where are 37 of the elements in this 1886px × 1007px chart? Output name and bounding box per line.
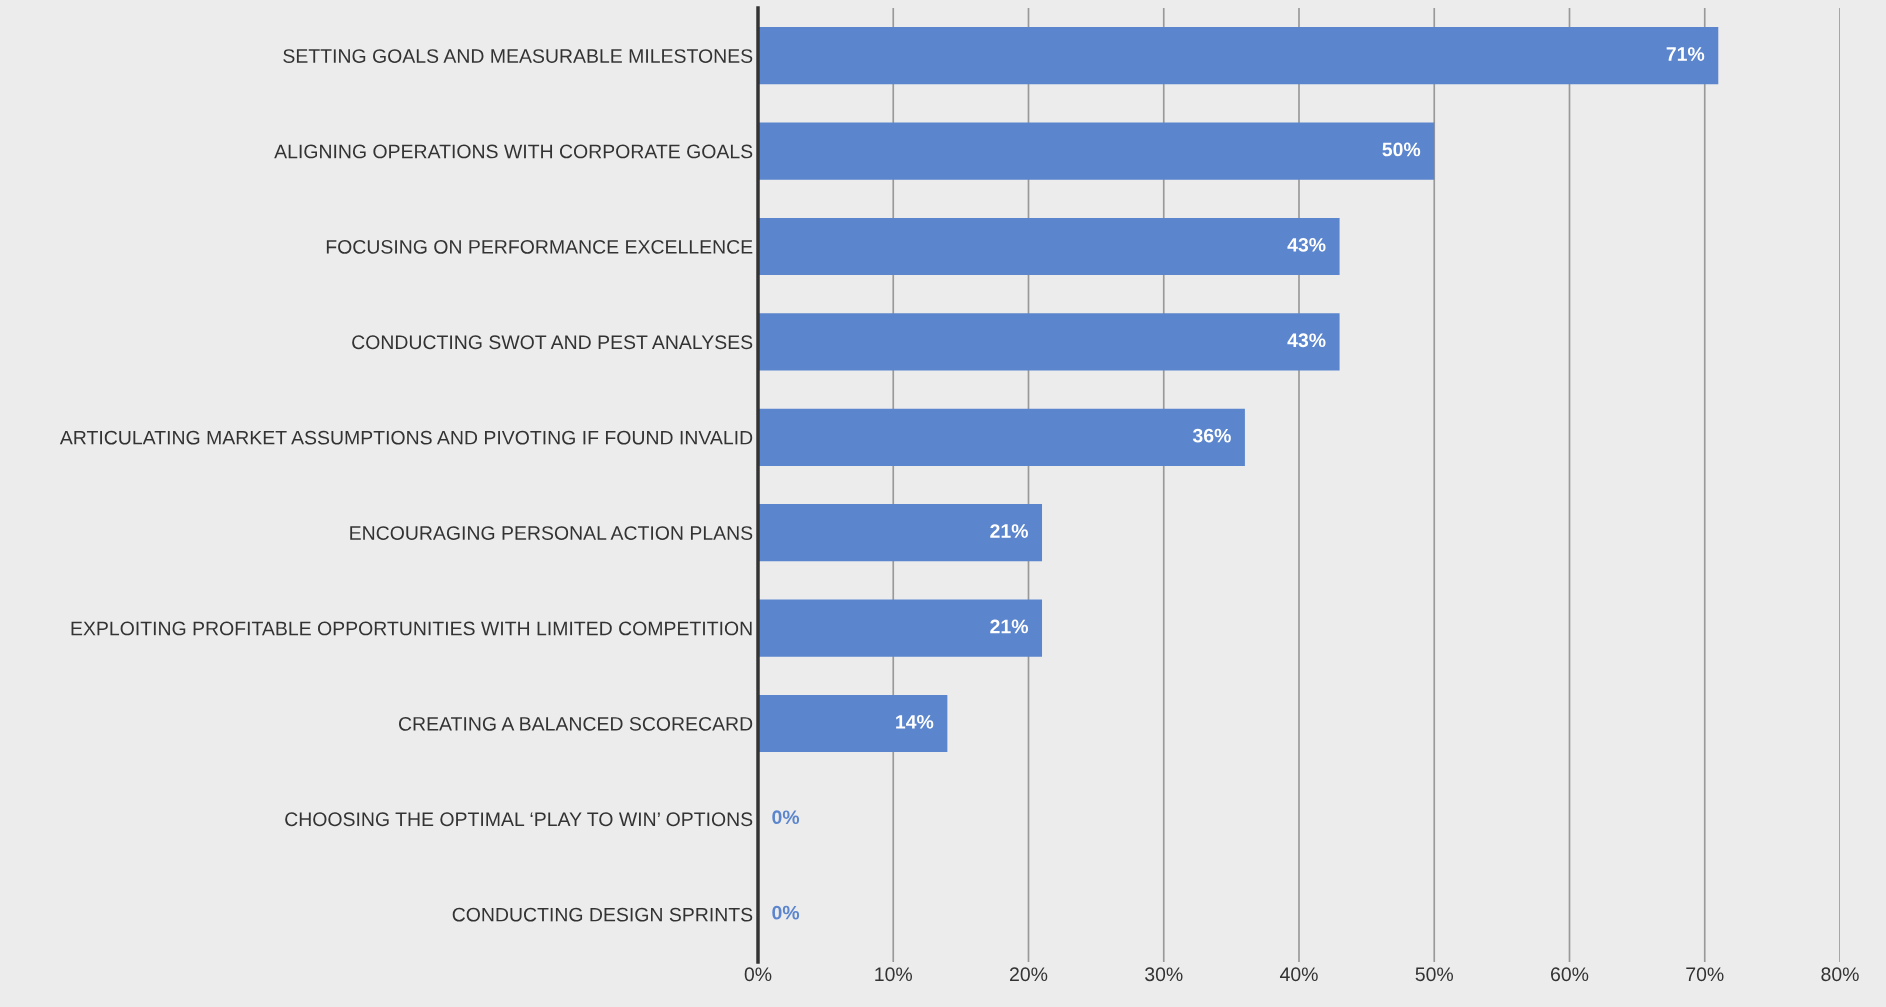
x-tick-label: 70% [1686, 967, 1724, 982]
bar [758, 122, 1435, 180]
x-tick-label: 80% [1821, 967, 1859, 982]
data-label: 50% [1382, 142, 1421, 157]
y-tick-label: ENCOURAGING PERSONAL ACTION PLANS [350, 526, 753, 540]
data-label: 43% [1287, 237, 1326, 252]
bar [758, 599, 1043, 657]
y-tick-label: ALIGNING OPERATIONS WITH CORPORATE GOALS [274, 144, 753, 159]
data-label: 71% [1666, 47, 1705, 61]
x-tick-label: 20% [1010, 967, 1048, 982]
y-tick-label: SETTING GOALS AND MEASURABLE MILESTONES [283, 49, 753, 63]
bar [758, 313, 1340, 371]
data-label: 21% [990, 619, 1028, 634]
y-tick-label: ARTICULATING MARKET ASSUMPTIONS AND PIVOTING IF FOUND INVALID [59, 430, 753, 445]
bar [758, 217, 1340, 276]
y-tick-label: FOCUSING ON PERFORMANCE EXCELLENCE [326, 239, 753, 254]
y-tick-label: CREATING A BALANCED SCORECARD [398, 716, 753, 731]
x-tick-label: 50% [1415, 967, 1454, 982]
data-label: 36% [1192, 428, 1231, 443]
x-tick-label: 0% [744, 967, 772, 982]
y-tick-label: CONDUCTING SWOT AND PEST ANALYSES [352, 335, 753, 350]
x-tick-label: 10% [875, 967, 913, 982]
data-label: 0% [772, 810, 800, 825]
data-label: 43% [1287, 333, 1326, 348]
y-tick-label: CHOOSING THE OPTIMAL ‘PLAY TO WIN’ OPTIONS [285, 812, 753, 827]
bar [758, 694, 948, 753]
x-tick-label: 40% [1279, 967, 1318, 982]
x-tick-label: 30% [1145, 967, 1183, 982]
x-tick-label: 60% [1551, 967, 1589, 982]
data-label: 14% [896, 715, 934, 729]
bar [758, 504, 1043, 562]
data-label: 21% [990, 524, 1028, 538]
y-tick-label: EXPLOITING PROFITABLE OPPORTUNITIES WITH LIMITED COMPETITION [71, 621, 752, 636]
bar [758, 27, 1719, 85]
data-label: 0% [772, 905, 800, 920]
bar [758, 408, 1245, 466]
y-tick-label: CONDUCTING DESIGN SPRINTS [452, 907, 753, 922]
